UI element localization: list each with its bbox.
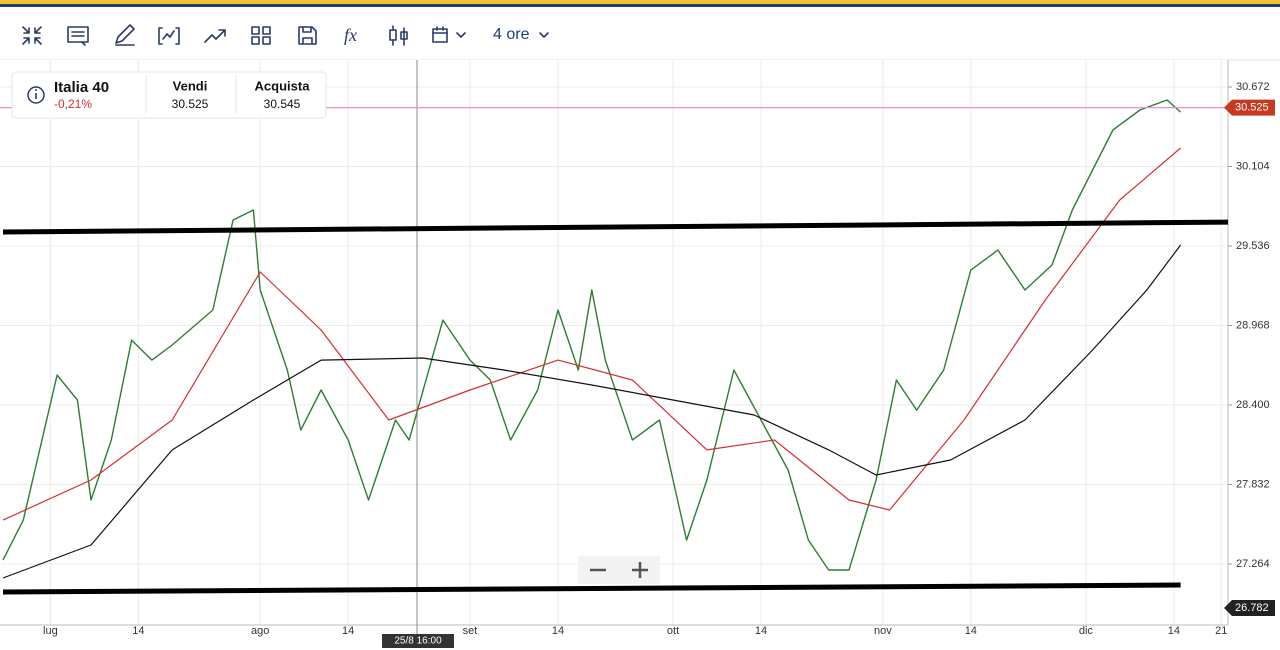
- timeframe-caret[interactable]: [539, 32, 549, 38]
- instrument: Italia 40: [54, 79, 109, 96]
- plot-area: [0, 60, 1228, 625]
- x-tick-label: 14: [132, 625, 144, 637]
- top-stripe: [0, 0, 1280, 4]
- x-tick-label: set: [463, 625, 478, 637]
- x-tick-label: 14: [552, 625, 564, 637]
- quote-panel: [11, 71, 327, 119]
- sell-label: Vendi: [173, 78, 208, 93]
- crosshair-tag: [382, 634, 454, 648]
- x-tick-label: dic: [1079, 625, 1094, 637]
- x-tick-label: ago: [251, 625, 269, 637]
- layout-icon[interactable]: [251, 26, 271, 45]
- trendline: [2, 582, 1181, 595]
- zoom-controls: [578, 556, 660, 584]
- quote-box: Italia 40 -0,21% Vendi 30.525 Acquista 3…: [11, 71, 327, 119]
- price-line: [2, 147, 1181, 521]
- x-tick-label: nov: [874, 625, 892, 637]
- last-price-tag: [1224, 99, 1275, 116]
- x-tick-label: lug: [43, 625, 58, 637]
- x-tick-label: 14: [755, 625, 767, 637]
- buy-price[interactable]: 30.545: [264, 97, 301, 111]
- function-icon[interactable]: fx: [344, 25, 357, 45]
- trend-icon[interactable]: [204, 29, 226, 43]
- toolbar: fx 4 ore: [22, 24, 549, 46]
- y-tick-label: 30.104: [1236, 160, 1270, 172]
- chart: 30.672 30.104 29.536 28.968 28.400 27.832 27.2…: [0, 60, 1275, 648]
- crosshair-label: 25/8 16:00: [394, 636, 442, 647]
- change: -0,21%: [54, 97, 92, 111]
- x-tick-label: 21: [1215, 625, 1227, 637]
- info-icon-dot: [35, 89, 37, 91]
- trendline: [2, 219, 1228, 235]
- low-tag: [1224, 600, 1275, 616]
- price-line: [2, 244, 1182, 579]
- calendar-icon[interactable]: [432, 26, 466, 43]
- notes-icon[interactable]: [67, 26, 89, 46]
- y-tick-label: 28.968: [1236, 319, 1270, 331]
- x-tick-label: 14: [965, 625, 977, 637]
- top-stripe-blue: [0, 4, 1280, 7]
- y-tick-label: 30.672: [1236, 81, 1270, 93]
- plot-lines: [2, 99, 1228, 595]
- candle-icon[interactable]: [389, 25, 408, 46]
- svg-text:fx: fx: [344, 25, 357, 45]
- sell-price[interactable]: 30.525: [172, 97, 209, 111]
- x-tick-label: 14: [342, 625, 354, 637]
- timeframe[interactable]: 4 ore: [493, 26, 530, 43]
- low-label: 26.782: [1235, 602, 1269, 614]
- y-tick-label: 27.264: [1236, 558, 1270, 570]
- x-tick-label: 14: [1168, 625, 1180, 637]
- last-price-label: 30.525: [1235, 101, 1269, 113]
- draw-icon[interactable]: [115, 24, 135, 46]
- buy-label: Acquista: [255, 78, 311, 93]
- y-tick-label: 29.536: [1236, 240, 1270, 252]
- collapse-icon[interactable]: [22, 26, 42, 45]
- info-icon[interactable]: [27, 86, 45, 104]
- y-tick-label: 27.832: [1236, 478, 1270, 490]
- indicator-icon[interactable]: [158, 27, 180, 45]
- y-tick-label: 28.400: [1236, 399, 1270, 411]
- price-line: [2, 99, 1182, 571]
- save-icon[interactable]: [298, 26, 317, 45]
- x-tick-label: ott: [667, 625, 679, 637]
